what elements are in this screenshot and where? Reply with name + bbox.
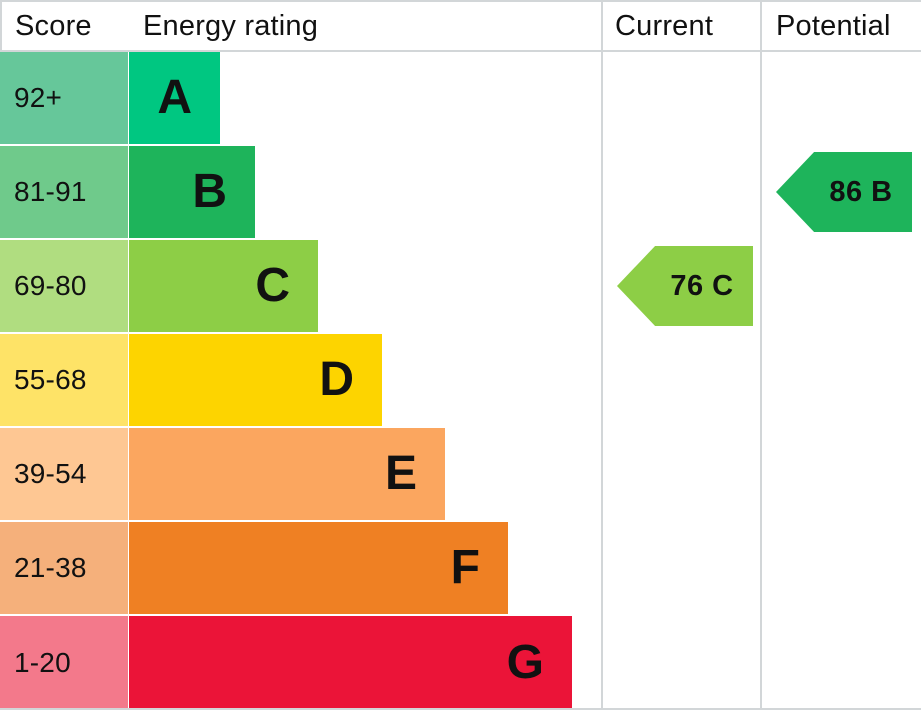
rating-letter-d: D	[319, 353, 354, 406]
score-range-d: 55-68	[0, 334, 128, 426]
chart-header: Score Energy rating Current Potential	[0, 0, 921, 52]
column-divider-potential	[760, 0, 762, 710]
rating-bar-f: F	[129, 522, 508, 614]
row-f: 21-38 F	[0, 522, 921, 616]
rating-letter-e: E	[384, 447, 417, 500]
header-score: Score	[15, 9, 92, 42]
potential-rating-label: 86 B	[829, 175, 893, 208]
score-range-c: 69-80	[0, 240, 128, 332]
rating-letter-c: C	[255, 259, 290, 312]
rating-bar-c: C	[129, 240, 318, 332]
rating-letter-b: B	[192, 165, 227, 218]
rating-bar-b: B	[129, 146, 255, 238]
row-d: 55-68 D	[0, 334, 921, 428]
current-rating-label: 76 C	[670, 269, 734, 302]
row-e: 39-54 E	[0, 428, 921, 522]
score-range-f: 21-38	[0, 522, 128, 614]
header-potential: Potential	[776, 9, 891, 42]
rating-rows: 92+ A 81-91 B 69-80 C 55-68 D 39-54 E 21…	[0, 52, 921, 710]
column-divider-current	[601, 0, 603, 710]
rating-bar-d: D	[129, 334, 382, 426]
rating-bar-a: A	[129, 52, 220, 144]
row-a: 92+ A	[0, 52, 921, 146]
score-range-e: 39-54	[0, 428, 128, 520]
rating-letter-g: G	[506, 636, 544, 689]
row-c: 69-80 C	[0, 240, 921, 334]
rating-letter-f: F	[450, 541, 480, 594]
header-energy-rating: Energy rating	[143, 9, 319, 42]
score-range-a: 92+	[0, 52, 128, 144]
rating-letter-a: A	[157, 71, 192, 124]
bottom-border	[0, 708, 921, 710]
score-range-b: 81-91	[0, 146, 128, 238]
rating-bar-e: E	[129, 428, 445, 520]
header-current: Current	[615, 9, 714, 42]
row-g: 1-20 G	[0, 616, 921, 710]
rating-bar-g: G	[129, 616, 572, 710]
row-b: 81-91 B	[0, 146, 921, 240]
score-range-g: 1-20	[0, 616, 128, 710]
